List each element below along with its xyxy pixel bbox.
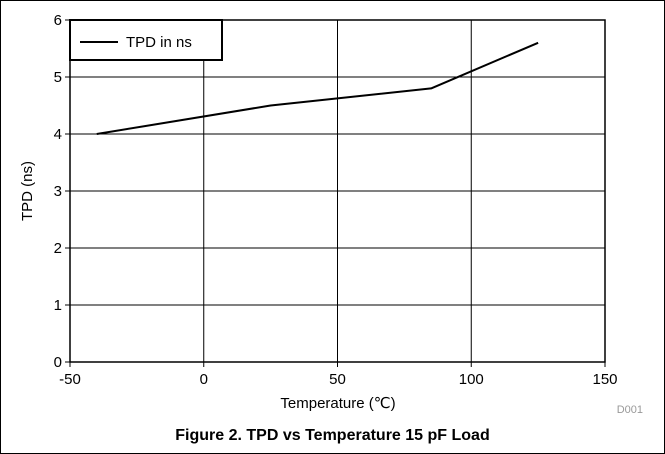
tick-marks xyxy=(65,19,606,367)
y-tick-label: 3 xyxy=(54,183,62,200)
y-tick-label: 2 xyxy=(54,240,62,257)
y-tick-label: 0 xyxy=(54,354,62,371)
x-tick-label: 50 xyxy=(329,371,346,388)
x-tick-label: 0 xyxy=(200,371,208,388)
y-tick-label: 1 xyxy=(54,297,62,314)
x-tick-label: -50 xyxy=(59,371,81,388)
y-tick-label: 4 xyxy=(54,126,62,143)
figure-id: D001 xyxy=(617,404,643,416)
y-tick-label: 6 xyxy=(54,12,62,29)
x-tick-label: 150 xyxy=(592,371,617,388)
y-tick-labels: 0 1 2 3 4 5 6 xyxy=(54,12,62,371)
grid-lines xyxy=(69,19,606,363)
legend: TPD in ns xyxy=(69,19,223,61)
x-tick-label: 100 xyxy=(459,371,484,388)
legend-box xyxy=(69,19,223,61)
figure-caption: Figure 2. TPD vs Temperature 15 pF Load xyxy=(175,427,490,444)
x-tick-labels: -50 0 50 100 150 xyxy=(59,371,617,388)
series-line-tpd xyxy=(96,41,539,135)
series-layer xyxy=(96,41,539,135)
legend-label: TPD in ns xyxy=(126,34,192,51)
y-tick-label: 5 xyxy=(54,69,62,86)
y-axis-title: TPD (ns) xyxy=(19,161,36,221)
x-axis-title: Temperature (℃) xyxy=(280,395,395,412)
